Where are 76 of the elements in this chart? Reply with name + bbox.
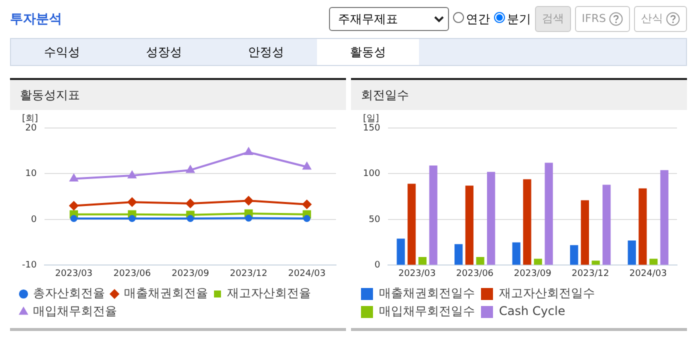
point: [245, 214, 252, 222]
bar: [408, 184, 416, 265]
point: [244, 148, 253, 155]
y-tick-label: 0: [30, 214, 37, 225]
text: 주재무제표: [338, 11, 398, 28]
y-tick-label: -10: [22, 260, 37, 271]
legend-label: 매입채무회전일수: [379, 304, 475, 318]
text: 분기: [506, 10, 531, 28]
x-tick-label: 2023/03: [55, 268, 93, 279]
x-tick-label: 2023/09: [172, 268, 210, 279]
bar: [580, 200, 589, 265]
text: 투자분석: [10, 11, 63, 28]
text: 수익성: [43, 44, 81, 61]
legend-label: Cash Cycle: [499, 304, 566, 318]
bar: [592, 260, 600, 265]
legend-label: 매출채권회전일수: [379, 286, 475, 300]
bar: [396, 238, 405, 265]
x-tick-label: 2023/12: [230, 268, 268, 279]
y-axis-title: [일]: [363, 114, 380, 124]
legend-label: 매출채권회전율: [124, 286, 208, 300]
y-tick-label: 20: [25, 123, 37, 134]
x-tick-label: 2023/12: [572, 268, 610, 279]
x-tick-label: 2023/06: [456, 268, 494, 279]
text: 활동성: [317, 39, 419, 65]
bar: [638, 188, 647, 265]
bar: [628, 240, 636, 265]
x-tick-label: 2023/06: [113, 268, 152, 279]
text: 연간: [464, 10, 490, 28]
y-axis-title: [회]: [22, 114, 38, 124]
point: [128, 198, 137, 207]
point: [186, 198, 195, 208]
point: [70, 174, 78, 182]
point: [128, 171, 136, 178]
y-tick-label: 50: [368, 214, 380, 225]
text: 산식: [634, 6, 687, 32]
chart-title: 회전일수: [351, 80, 687, 110]
bar: [465, 186, 474, 265]
y-tick-label: 100: [362, 169, 380, 180]
y-tick-label: 150: [362, 123, 380, 134]
point: [70, 215, 78, 222]
bar: [512, 242, 520, 265]
text: 검색: [534, 6, 571, 32]
bar: [476, 256, 484, 265]
point: [69, 201, 78, 210]
x-tick-label: 2023/03: [398, 268, 436, 279]
legend-label: 재고자산회전일수: [499, 286, 595, 300]
bar: [429, 166, 438, 265]
point: [302, 162, 311, 170]
bar: [602, 184, 611, 265]
x-tick-label: 2024/03: [629, 268, 667, 279]
point: [244, 196, 254, 206]
legend-label: 재고자산회전율: [227, 286, 311, 300]
legend-label: 총자산회전율: [33, 286, 105, 300]
bar: [523, 179, 532, 265]
bar: [534, 258, 542, 265]
y-tick-label: 10: [25, 169, 37, 180]
point: [303, 215, 310, 222]
legend-label: 매입채무회전율: [33, 304, 117, 318]
bar: [418, 256, 427, 265]
x-tick-label: 2023/09: [514, 268, 552, 279]
bar: [487, 172, 496, 265]
point: [186, 166, 194, 173]
bar: [570, 245, 578, 265]
bar: [649, 258, 658, 265]
bar: [454, 244, 463, 265]
text: 성장성: [145, 44, 183, 61]
text: IFRS: [574, 6, 630, 32]
bar: [544, 162, 553, 265]
chart-title: 활동성지표: [10, 80, 346, 110]
y-tick-label: 0: [374, 260, 380, 271]
x-tick-label: 2024/03: [288, 268, 326, 279]
bar: [660, 170, 668, 265]
point: [128, 215, 136, 222]
text: 안정성: [247, 44, 285, 61]
point: [302, 200, 312, 209]
point: [186, 215, 194, 222]
